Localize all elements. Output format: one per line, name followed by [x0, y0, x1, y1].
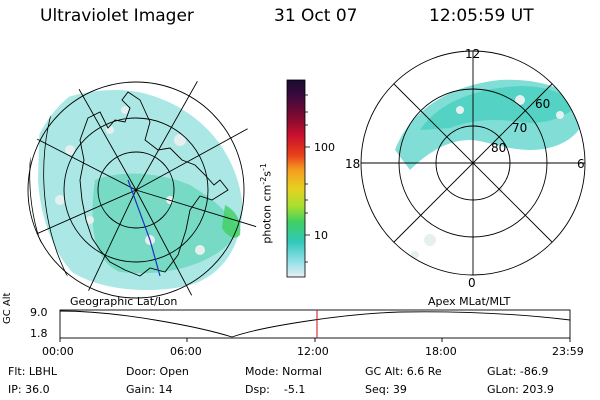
timeline-plot: [59, 309, 571, 342]
colorbar-tick-100: 100: [314, 141, 335, 154]
timeline-xtick-1: 06:00: [170, 345, 202, 358]
date-label: 31 Oct 07: [274, 6, 358, 26]
param-mode: Mode: Normal: [245, 365, 322, 378]
timeline-xtick-2: 12:00: [297, 345, 329, 358]
timeline-ytick-low: 1.8: [30, 327, 48, 340]
geographic-caption: Geographic Lat/Lon: [70, 295, 178, 308]
colorbar-label-mid: s: [260, 170, 274, 177]
param-glat: GLat: -86.9: [487, 365, 549, 378]
mlat-label-60: 60: [535, 97, 551, 111]
colorbar-label-text: photon cm: [260, 184, 274, 244]
timeline-xtick-3: 18:00: [425, 345, 457, 358]
param-ip: IP: 36.0: [8, 383, 50, 396]
geographic-map: [27, 69, 263, 305]
colorbar-label-exp1: -2: [259, 176, 269, 185]
orbit-track: [127, 179, 161, 277]
instrument-title: Ultraviolet Imager: [40, 6, 194, 26]
mlat-label-80: 80: [491, 141, 507, 155]
altitude-curve: [59, 310, 571, 338]
coastline: [79, 91, 229, 277]
param-gc-alt: GC Alt: 6.6 Re: [365, 365, 442, 378]
mlt-label-0: 0: [468, 276, 476, 290]
timeline-ytick-high: 9.0: [30, 306, 48, 319]
colorbar-tick-10: 10: [314, 229, 328, 242]
param-seq: Seq: 39: [365, 383, 407, 396]
param-door: Door: Open: [126, 365, 189, 378]
apex-caption: Apex MLat/MLT: [428, 295, 511, 308]
colorbar-label: photon cm-2s-1: [259, 163, 274, 244]
timeline-xtick-4: 23:59: [552, 345, 584, 358]
timeline-ylabel: GC Alt: [2, 292, 13, 324]
apex-map: [360, 50, 586, 276]
mlt-label-12: 12: [465, 47, 481, 61]
mlt-label-6: 6: [577, 157, 585, 171]
param-glon: GLon: 203.9: [487, 383, 554, 396]
mlt-label-18: 18: [345, 157, 361, 171]
left-image-edge: [222, 205, 241, 238]
param-gain: Gain: 14: [126, 383, 173, 396]
param-filter: Flt: LBHL: [8, 365, 57, 378]
right-oval-core: [420, 86, 575, 130]
colorbar-label-exp2: -1: [259, 162, 269, 171]
timeline-xtick-0: 00:00: [42, 345, 74, 358]
mlat-label-70: 70: [512, 121, 528, 135]
colorbar: [286, 79, 310, 278]
time-label: 12:05:59 UT: [429, 6, 534, 26]
param-dsp: Dsp: -5.1: [245, 383, 306, 396]
